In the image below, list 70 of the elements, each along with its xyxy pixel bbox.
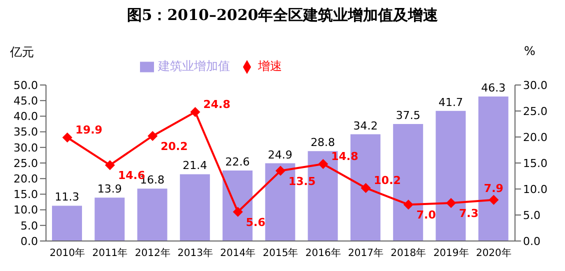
y2-tick-label: 30.0 xyxy=(523,78,548,92)
y-tick-label: 40.0 xyxy=(14,110,38,124)
data-label: 41.7 xyxy=(438,96,463,109)
y2-tick-label: 20.0 xyxy=(523,130,548,144)
bar xyxy=(478,96,508,241)
y-tick-label: 5.0 xyxy=(20,219,38,232)
x-tick-label: 2014年 xyxy=(220,247,256,260)
data-label: 14.8 xyxy=(331,150,358,164)
point xyxy=(488,194,499,205)
y2-tick-label: 5.0 xyxy=(523,208,540,222)
point xyxy=(403,200,414,210)
point xyxy=(148,130,158,141)
y-tick-label: 45.0 xyxy=(14,94,38,108)
x-tick-label: 2015年 xyxy=(262,247,298,260)
y-tick-label: 25.0 xyxy=(14,156,38,170)
data-label: 11.3 xyxy=(54,190,80,204)
x-tick-label: 2016年 xyxy=(305,247,341,260)
x-tick-label: 2019年 xyxy=(433,247,469,260)
point xyxy=(318,159,328,170)
y2-tick-label: 15.0 xyxy=(523,156,548,170)
y-axis-title: 亿元 xyxy=(10,44,34,61)
data-label: 46.3 xyxy=(481,82,506,95)
data-label: 7.9 xyxy=(484,182,504,195)
y-tick-label: 30.0 xyxy=(14,141,38,154)
x-tick-label: 2011年 xyxy=(92,247,128,260)
y-tick-label: 35.0 xyxy=(14,126,38,139)
y2-tick-label: 25.0 xyxy=(523,104,548,118)
data-label: 19.9 xyxy=(75,124,102,137)
point xyxy=(360,182,371,193)
data-label: 10.2 xyxy=(374,174,401,187)
point xyxy=(276,166,286,176)
y-tick-label: 20.0 xyxy=(14,172,38,186)
x-tick-label: 2012年 xyxy=(134,247,170,260)
data-label: 7.0 xyxy=(416,208,436,222)
x-tick-label: 2018年 xyxy=(390,247,426,260)
y-tick-label: 0.0 xyxy=(20,234,38,248)
bar xyxy=(180,174,210,241)
point xyxy=(62,132,72,143)
y2-axis-title: % xyxy=(524,44,536,58)
chart-title: 图5：2010–2020年全区建筑业增加值及增速 xyxy=(126,6,440,25)
data-label: 21.4 xyxy=(182,159,208,172)
data-label: 20.2 xyxy=(160,140,188,153)
x-tick-label: 2013年 xyxy=(178,247,213,260)
data-label: 24.9 xyxy=(268,148,292,162)
x-tick-label: 2010年 xyxy=(50,247,86,260)
bar xyxy=(52,206,82,241)
x-tick-label: 2020年 xyxy=(476,247,512,260)
point xyxy=(104,160,115,170)
legend-label: 建筑业增加值 xyxy=(158,59,230,73)
data-label: 28.8 xyxy=(310,136,336,150)
data-label: 24.8 xyxy=(203,98,230,112)
data-label: 22.6 xyxy=(225,155,250,168)
point xyxy=(446,198,456,208)
data-label: 13.5 xyxy=(288,174,316,188)
data-label: 5.6 xyxy=(246,216,266,229)
point xyxy=(232,206,243,217)
y2-tick-label: 10.0 xyxy=(523,182,548,196)
data-label: 37.5 xyxy=(396,109,420,122)
data-label: 7.3 xyxy=(459,207,479,220)
y-tick-label: 10.0 xyxy=(14,204,38,217)
y2-tick-label: 0.0 xyxy=(523,234,540,248)
data-label: 34.2 xyxy=(353,119,378,132)
y-tick-label: 15.0 xyxy=(14,188,38,202)
x-tick-label: 2017年 xyxy=(348,247,384,260)
y-tick-label: 50.0 xyxy=(14,78,38,92)
legend-label: 增速 xyxy=(258,59,282,73)
point xyxy=(190,107,200,118)
bar xyxy=(94,198,125,241)
data-label: 13.9 xyxy=(97,182,122,196)
bar xyxy=(137,188,168,241)
